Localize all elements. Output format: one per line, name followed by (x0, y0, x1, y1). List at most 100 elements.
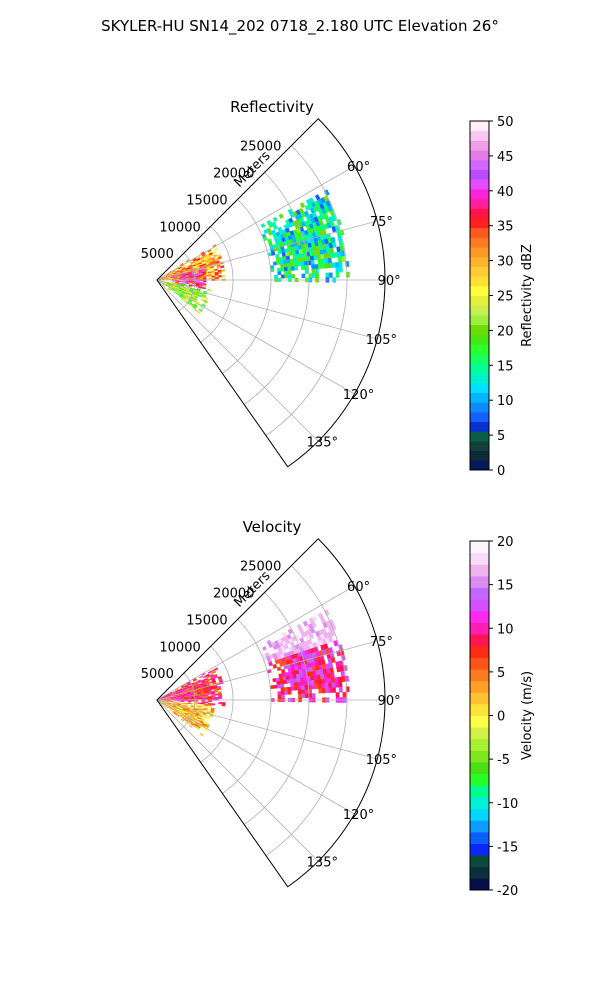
echo-cell (314, 268, 319, 274)
echo-cell (311, 615, 318, 623)
echo-cell (283, 259, 288, 265)
echo-cell (279, 680, 284, 685)
colorbar-segment (470, 276, 489, 287)
colorbar-segment (470, 587, 489, 600)
colorbar-segment (470, 657, 489, 670)
echo-cell (317, 259, 322, 265)
echo-cell (270, 251, 276, 256)
echo-cell (291, 274, 296, 279)
echo-cell (325, 687, 330, 694)
echo-cell (173, 698, 178, 700)
echo-cell (261, 646, 267, 651)
echo-cell (204, 704, 209, 707)
azimuth-spoke (156, 220, 378, 281)
echo-cell (311, 693, 316, 698)
azimuth-tick-label: 105° (366, 753, 397, 768)
echo-cell (188, 282, 193, 284)
echo-cell (208, 681, 213, 685)
echo-cell (274, 274, 278, 279)
azimuth-spoke (156, 640, 378, 701)
colorbar-segment (470, 727, 489, 740)
colorbar-tick-label: 15 (497, 359, 514, 374)
range-ring (265, 565, 348, 856)
echo-cell (214, 277, 219, 280)
echo-cell (204, 701, 209, 704)
colorbar-segment (470, 295, 489, 306)
azimuth-spoke (156, 699, 355, 815)
echo-cell (300, 261, 305, 267)
echo-cell (280, 267, 285, 272)
echo-cell (315, 273, 320, 278)
range-ring (200, 645, 234, 763)
echo-cell (211, 703, 216, 706)
echo-cell (168, 707, 172, 710)
echo-cell (276, 680, 281, 686)
azimuth-tick-label: 75° (370, 635, 393, 650)
colorbar-segment (470, 808, 489, 821)
echo-cell (273, 684, 278, 689)
colorbar-tick-label: 40 (497, 185, 514, 200)
echo-cell (325, 272, 330, 278)
echo-cell (207, 708, 212, 711)
echo-cell (183, 702, 188, 705)
echo-cell (297, 689, 302, 695)
echo-cell (187, 702, 192, 705)
colorbar-label: Velocity (m/s) (520, 671, 535, 760)
echo-cell (167, 278, 171, 280)
range-ring (178, 672, 196, 732)
echo-cell (162, 283, 166, 287)
colorbar-segment (470, 411, 489, 423)
echo-cell (180, 718, 185, 722)
echo-cell (290, 682, 295, 688)
colorbar-segment (470, 373, 489, 384)
azimuth-tick-label: 60° (347, 580, 370, 595)
echo-cell (173, 701, 178, 704)
azimuth-tick-label: 60° (347, 160, 370, 175)
echo-cell (310, 259, 315, 266)
echo-cell (207, 692, 212, 695)
echo-cell (311, 273, 316, 278)
echo-cell (213, 667, 219, 671)
echo-cell (175, 280, 180, 282)
echo-cell (175, 714, 180, 718)
echo-cell (187, 698, 192, 700)
echo-cell (304, 689, 309, 694)
colorbar-segment (470, 169, 489, 180)
echo-cell (283, 263, 288, 268)
range-tick-label: 20000 (213, 587, 254, 602)
azimuth-spoke (156, 279, 378, 340)
echo-cell (217, 256, 223, 260)
echo-cell (338, 266, 343, 273)
azimuth-spoke (156, 699, 378, 760)
echo-cell (317, 683, 323, 689)
radar-echo-field (156, 609, 350, 737)
azimuth-spoke (156, 165, 355, 281)
echo-cell (200, 306, 205, 310)
colorbar-segment (470, 703, 489, 716)
echo-cell (338, 681, 343, 688)
echo-cell (167, 700, 171, 702)
echo-cell (208, 715, 214, 718)
echo-cell (180, 700, 185, 702)
echo-cell (324, 263, 329, 269)
colorbar-segment (470, 645, 489, 658)
colorbar-segment (470, 820, 489, 833)
echo-cell (328, 682, 333, 689)
echo-cell (321, 683, 326, 689)
range-tick-label: 10000 (159, 640, 200, 655)
echo-cell (303, 680, 309, 686)
echo-cell (310, 621, 317, 628)
colorbar-segment (470, 285, 489, 296)
colorbar-segment (470, 314, 489, 326)
echo-cell (199, 275, 204, 278)
echo-cell (260, 223, 266, 228)
colorbar-segment (470, 392, 489, 403)
echo-cell (283, 687, 288, 692)
colorbar-tick-label: 20 (497, 324, 514, 339)
echo-cell (201, 702, 205, 705)
echo-cell (338, 261, 343, 268)
echo-cell (287, 690, 292, 695)
colorbar-tick-label: 30 (497, 255, 514, 270)
echo-cell (172, 278, 176, 280)
